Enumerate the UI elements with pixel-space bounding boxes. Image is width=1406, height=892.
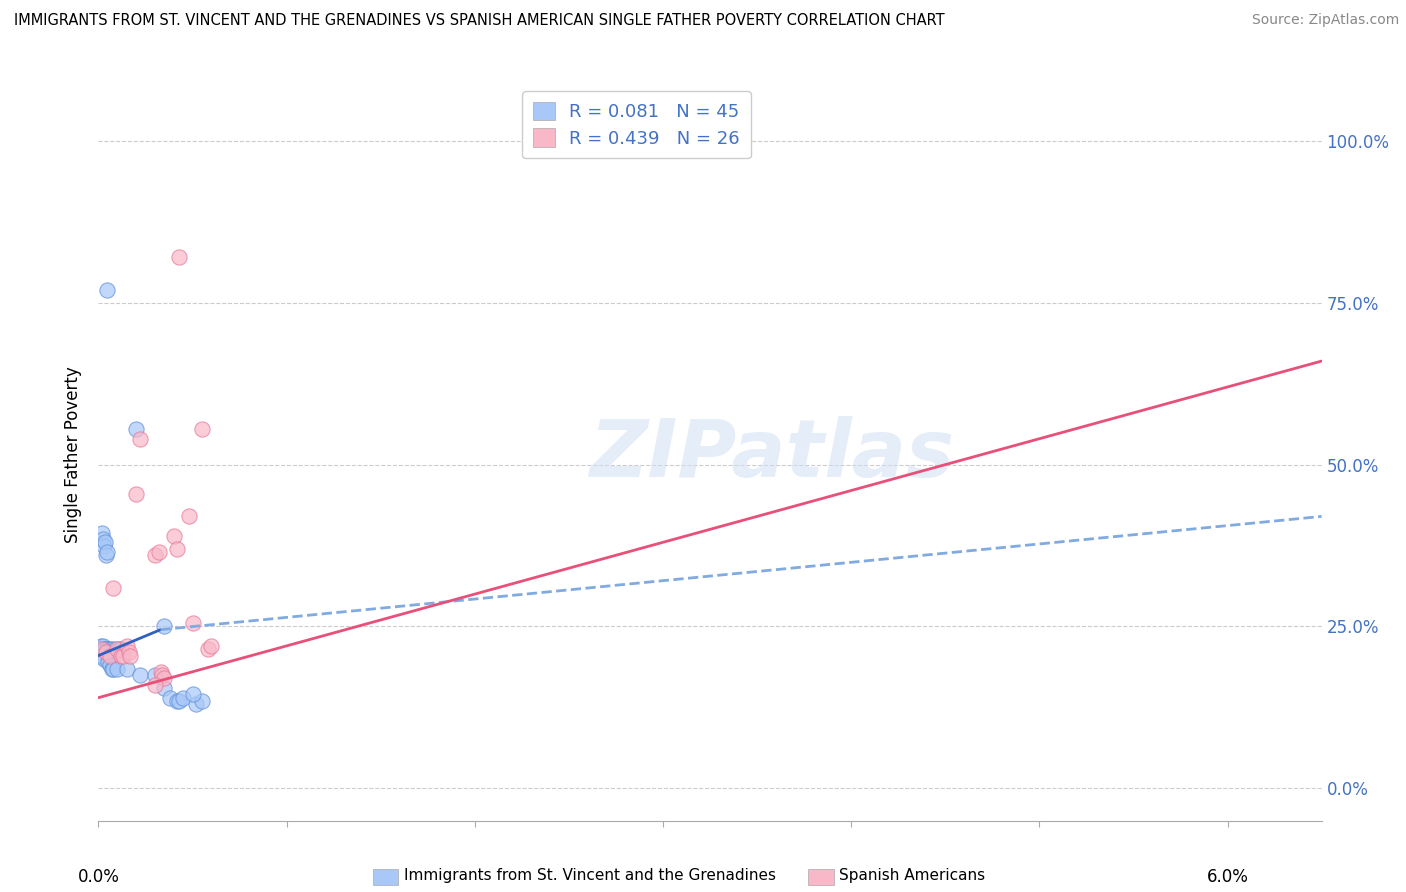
Point xyxy=(96,645,118,659)
Point xyxy=(128,668,150,682)
Point xyxy=(143,548,166,562)
Point xyxy=(153,671,176,685)
Point xyxy=(163,529,186,543)
Point xyxy=(191,694,214,708)
Y-axis label: Single Father Poverty: Single Father Poverty xyxy=(65,367,83,543)
Point xyxy=(181,687,204,701)
Point xyxy=(98,648,121,663)
Point xyxy=(153,619,176,633)
Point xyxy=(103,661,125,675)
Text: Source: ZipAtlas.com: Source: ZipAtlas.com xyxy=(1251,13,1399,28)
Point xyxy=(159,690,181,705)
Point xyxy=(115,639,138,653)
Text: Immigrants from St. Vincent and the Grenadines: Immigrants from St. Vincent and the Gren… xyxy=(404,869,776,883)
Point xyxy=(90,648,112,663)
Point xyxy=(94,535,117,549)
Point xyxy=(125,422,148,436)
Point xyxy=(94,548,117,562)
Point xyxy=(96,283,118,297)
Point xyxy=(200,639,222,653)
Point xyxy=(90,642,112,657)
Point xyxy=(103,645,125,659)
Point xyxy=(96,545,118,559)
Point xyxy=(94,642,117,657)
Point xyxy=(128,432,150,446)
Point xyxy=(172,690,194,705)
Point xyxy=(93,642,115,657)
Point xyxy=(197,642,219,657)
Point xyxy=(108,642,131,657)
Point xyxy=(115,661,138,675)
Point xyxy=(93,652,115,666)
Point xyxy=(97,655,120,669)
Point xyxy=(105,642,128,657)
Point xyxy=(100,642,122,657)
Text: 0.0%: 0.0% xyxy=(77,868,120,886)
Point xyxy=(177,509,200,524)
Point xyxy=(169,694,191,708)
Point xyxy=(98,658,121,673)
Point xyxy=(91,645,114,659)
Point xyxy=(90,648,112,663)
Point xyxy=(104,642,127,657)
Point xyxy=(103,581,125,595)
Point xyxy=(94,645,117,659)
Point xyxy=(90,645,112,659)
Text: Spanish Americans: Spanish Americans xyxy=(839,869,986,883)
Point xyxy=(94,642,117,657)
Text: IMMIGRANTS FROM ST. VINCENT AND THE GRENADINES VS SPANISH AMERICAN SINGLE FATHER: IMMIGRANTS FROM ST. VINCENT AND THE GREN… xyxy=(14,13,945,29)
Point xyxy=(125,487,148,501)
Point xyxy=(90,639,112,653)
Point xyxy=(120,648,142,663)
Point xyxy=(97,642,120,657)
Point xyxy=(110,648,132,663)
Point xyxy=(110,642,132,657)
Point xyxy=(186,697,208,711)
Point xyxy=(191,422,214,436)
Point xyxy=(98,642,121,657)
Text: 6.0%: 6.0% xyxy=(1206,868,1249,886)
Point xyxy=(143,668,166,682)
Point xyxy=(143,678,166,692)
Point xyxy=(169,251,191,265)
Point xyxy=(152,668,174,682)
Point xyxy=(91,532,114,546)
Text: ZIPatlas: ZIPatlas xyxy=(589,416,953,494)
Point xyxy=(117,645,139,659)
Point xyxy=(91,525,114,540)
Point xyxy=(93,539,115,553)
Point xyxy=(153,681,176,695)
Point xyxy=(166,694,188,708)
Point xyxy=(111,648,134,663)
Point xyxy=(91,642,114,657)
Point xyxy=(149,665,172,679)
Point xyxy=(148,545,170,559)
Point xyxy=(91,639,114,653)
Point xyxy=(181,616,204,631)
Point xyxy=(166,541,188,556)
Point xyxy=(105,645,128,659)
Legend: R = 0.081   N = 45, R = 0.439   N = 26: R = 0.081 N = 45, R = 0.439 N = 26 xyxy=(523,91,751,159)
Point xyxy=(105,661,128,675)
Point xyxy=(100,661,122,675)
